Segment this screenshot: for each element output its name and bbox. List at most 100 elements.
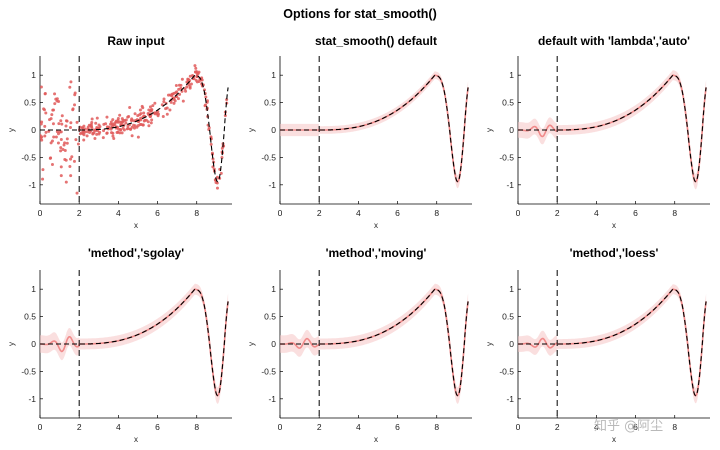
- data-point: [94, 121, 98, 125]
- data-point: [112, 137, 116, 140]
- y-tick-label: 0: [271, 125, 276, 135]
- data-point: [56, 141, 60, 145]
- x-axis-label: x: [134, 221, 138, 230]
- data-point: [69, 121, 73, 125]
- plot-area: [280, 71, 469, 189]
- data-point: [141, 106, 145, 110]
- data-point: [98, 125, 102, 129]
- y-axis-label: y: [7, 128, 16, 132]
- data-point: [195, 75, 199, 79]
- data-point: [50, 162, 54, 166]
- data-point: [40, 136, 43, 140]
- data-point: [109, 131, 113, 135]
- data-point: [88, 130, 92, 134]
- data-point: [162, 97, 166, 101]
- x-axis-label: x: [374, 221, 378, 230]
- subplot-5: 'method','moving' 0 2 4 6 8 -1 -0.5 0 0.5 1 x y: [247, 246, 472, 444]
- data-point: [149, 121, 153, 125]
- data-point: [138, 113, 142, 117]
- y-tick-label: 0: [31, 125, 36, 135]
- subplot-title: 'method','moving': [326, 246, 427, 260]
- y-axis-label: y: [247, 342, 256, 346]
- data-point: [220, 146, 224, 150]
- data-point: [114, 119, 118, 123]
- data-point: [146, 112, 150, 116]
- data-point: [48, 156, 52, 160]
- y-axis-label: y: [485, 128, 494, 132]
- data-point: [151, 104, 155, 108]
- data-point: [109, 120, 113, 124]
- smoothed-line: [280, 288, 469, 397]
- x-tick-label: 0: [38, 208, 43, 218]
- data-point: [156, 114, 160, 118]
- data-point: [177, 87, 181, 91]
- y-tick-label: 0.5: [502, 98, 514, 108]
- data-point: [76, 142, 80, 146]
- data-point: [93, 137, 97, 141]
- x-tick-label: 4: [116, 208, 121, 218]
- data-point: [147, 108, 151, 112]
- y-tick-label: -1: [506, 180, 514, 190]
- y-tick-label: 0: [31, 339, 36, 349]
- data-point: [74, 138, 78, 142]
- x-tick-label: 8: [672, 422, 677, 432]
- data-point: [132, 126, 136, 130]
- data-point: [72, 159, 76, 163]
- data-point: [73, 91, 77, 95]
- x-tick-label: 0: [38, 422, 43, 432]
- data-point: [95, 132, 99, 136]
- data-point: [130, 134, 134, 138]
- data-point: [71, 108, 75, 112]
- y-tick-label: 1: [31, 284, 36, 294]
- data-point: [185, 85, 189, 89]
- y-tick-label: 0.5: [264, 98, 276, 108]
- data-point: [165, 112, 169, 116]
- data-point: [73, 103, 77, 107]
- x-tick-label: 4: [594, 422, 599, 432]
- data-point: [111, 118, 115, 122]
- y-tick-label: -1: [28, 394, 36, 404]
- data-point: [75, 191, 79, 195]
- data-point: [165, 106, 169, 110]
- y-tick-label: 0.5: [502, 312, 514, 322]
- x-tick-label: 6: [155, 422, 160, 432]
- x-tick-label: 4: [356, 422, 361, 432]
- data-point: [129, 127, 133, 131]
- data-point: [144, 118, 148, 122]
- data-point: [59, 174, 63, 178]
- data-point: [62, 143, 66, 147]
- data-point: [68, 125, 72, 129]
- data-point: [70, 155, 74, 159]
- smoothed-line: [518, 288, 707, 397]
- data-point: [53, 102, 57, 106]
- subplot-title: default with 'lambda','auto': [538, 34, 690, 48]
- data-point: [55, 97, 59, 101]
- data-point: [54, 135, 58, 139]
- data-point: [153, 112, 157, 116]
- data-point: [148, 105, 152, 109]
- data-point: [53, 92, 57, 96]
- data-point: [162, 100, 166, 104]
- data-point: [51, 122, 55, 126]
- data-point: [195, 80, 199, 84]
- data-point: [178, 92, 182, 96]
- x-tick-label: 2: [77, 422, 82, 432]
- data-point: [133, 112, 137, 116]
- data-point: [188, 85, 192, 89]
- x-tick-label: 0: [278, 208, 283, 218]
- y-tick-label: -1: [268, 180, 276, 190]
- watermark-text: 知乎 @阿尘: [594, 418, 663, 434]
- data-point: [215, 186, 219, 190]
- data-point: [49, 117, 53, 121]
- x-tick-label: 0: [278, 422, 283, 432]
- data-point: [220, 156, 224, 159]
- data-point: [186, 77, 190, 81]
- data-point: [58, 130, 62, 134]
- data-point: [193, 64, 197, 68]
- data-point: [173, 99, 177, 103]
- y-tick-label: 1: [509, 284, 514, 294]
- subplot-title: 'method','loess': [570, 246, 659, 260]
- data-point: [55, 130, 59, 134]
- data-point: [52, 135, 56, 139]
- data-point: [124, 121, 128, 125]
